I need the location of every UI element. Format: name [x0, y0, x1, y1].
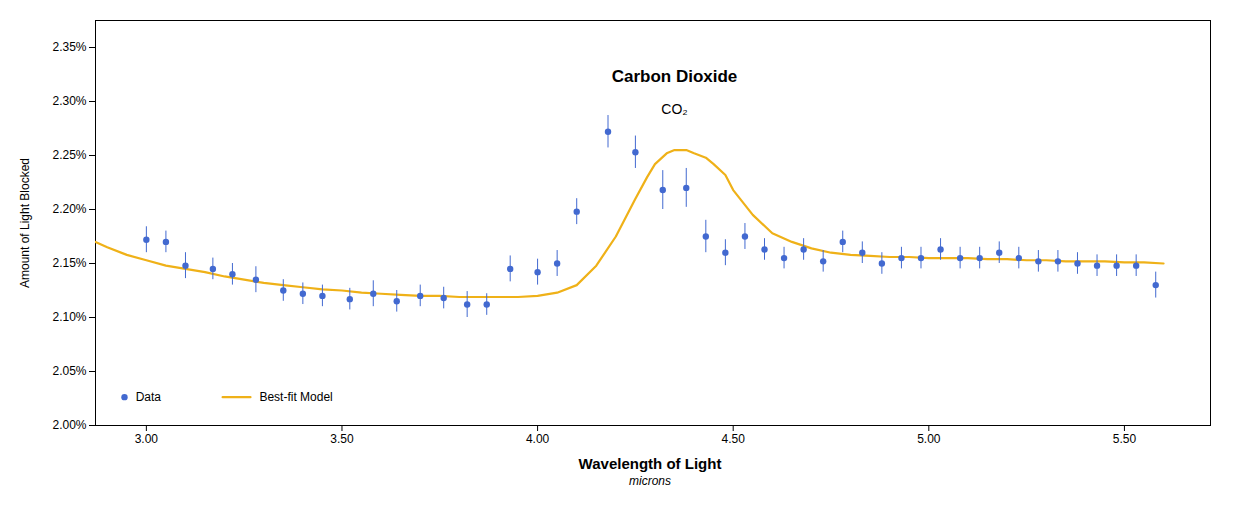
svg-text:Data: Data — [136, 390, 162, 404]
svg-text:2.05%: 2.05% — [52, 364, 86, 378]
svg-text:2.25%: 2.25% — [52, 148, 86, 162]
svg-text:5.00: 5.00 — [917, 432, 941, 446]
svg-text:5.50: 5.50 — [1113, 432, 1137, 446]
svg-text:2.15%: 2.15% — [52, 256, 86, 270]
html-text:Wavelength of Light: Wavelength of Light — [578, 455, 722, 472]
svg-text:3.50: 3.50 — [330, 432, 354, 446]
svg-text:2.35%: 2.35% — [52, 40, 86, 54]
svg-text:2.30%: 2.30% — [52, 94, 86, 108]
svg-text:4.00: 4.00 — [526, 432, 550, 446]
svg-text:2.00%: 2.00% — [52, 418, 86, 432]
svg-text:Carbon Dioxide: Carbon Dioxide — [612, 67, 738, 86]
html-text:microns: microns — [629, 473, 671, 488]
svg-text:3.00: 3.00 — [135, 432, 159, 446]
svg-text:CO₂: CO₂ — [661, 101, 687, 117]
svg-text:Amount of Light Blocked: Amount of Light Blocked — [18, 158, 32, 288]
svg-text:2.10%: 2.10% — [52, 310, 86, 324]
svg-text:Best-fit Model: Best-fit Model — [259, 390, 332, 404]
svg-text:4.50: 4.50 — [722, 432, 746, 446]
svg-text:2.20%: 2.20% — [52, 202, 86, 216]
